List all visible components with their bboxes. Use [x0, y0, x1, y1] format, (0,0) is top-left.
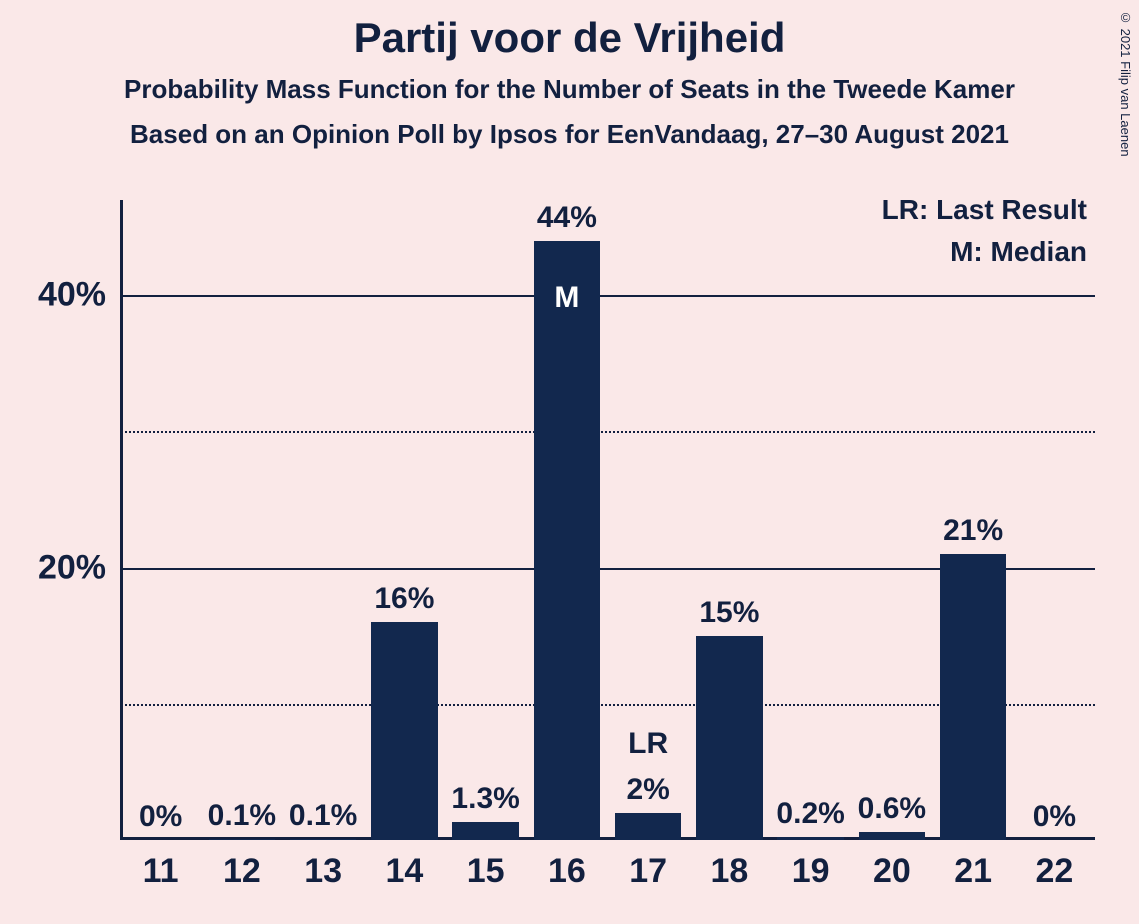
last-result-marker: LR	[628, 727, 668, 761]
bar-value-label: 0%	[139, 800, 182, 834]
gridline	[120, 295, 1095, 297]
x-tick-label: 11	[143, 852, 179, 891]
x-tick-label: 14	[385, 852, 423, 891]
bar-value-label: 44%	[537, 201, 597, 235]
bar	[452, 822, 519, 840]
x-tick-label: 20	[873, 852, 911, 891]
chart-subtitle-2: Based on an Opinion Poll by Ipsos for Ee…	[0, 119, 1139, 150]
bar-value-label: 0%	[1033, 800, 1076, 834]
x-tick-label: 18	[710, 852, 748, 891]
legend: LR: Last Result M: Median	[882, 194, 1087, 278]
bar	[940, 554, 1007, 840]
x-tick-label: 15	[467, 852, 505, 891]
x-tick-label: 16	[548, 852, 586, 891]
x-tick-label: 13	[304, 852, 342, 891]
bar-value-label: 2%	[626, 773, 669, 807]
bar	[209, 839, 276, 840]
bar-value-label: 16%	[374, 582, 434, 616]
bar	[859, 832, 926, 840]
chart-title: Partij voor de Vrijheid	[0, 14, 1139, 62]
bar-value-label: 0.2%	[776, 797, 844, 831]
x-tick-label: 22	[1035, 852, 1073, 891]
median-marker: M	[554, 281, 579, 315]
gridline	[120, 431, 1095, 433]
bar	[615, 813, 682, 840]
bar	[696, 636, 763, 840]
chart-subtitle-1: Probability Mass Function for the Number…	[0, 74, 1139, 105]
titles-block: Partij voor de Vrijheid Probability Mass…	[0, 14, 1139, 150]
legend-m: M: Median	[882, 236, 1087, 268]
legend-lr: LR: Last Result	[882, 194, 1087, 226]
bar-value-label: 0.1%	[208, 799, 276, 833]
bar	[290, 839, 357, 840]
chart-canvas: © 2021 Filip van Laenen Partij voor de V…	[0, 0, 1139, 924]
bar	[534, 241, 601, 840]
bar	[777, 837, 844, 840]
plot-area: LR: Last Result M: Median 20%40%0%110.1%…	[120, 200, 1095, 840]
bar-value-label: 0.6%	[858, 792, 926, 826]
y-tick-label: 20%	[38, 548, 106, 587]
bar-value-label: 1.3%	[451, 782, 519, 816]
bar-value-label: 15%	[699, 596, 759, 630]
bar-value-label: 21%	[943, 514, 1003, 548]
bar-value-label: 0.1%	[289, 799, 357, 833]
x-tick-label: 21	[954, 852, 992, 891]
y-tick-label: 40%	[38, 276, 106, 315]
x-tick-label: 17	[629, 852, 667, 891]
x-tick-label: 12	[223, 852, 261, 891]
bar	[371, 622, 438, 840]
x-tick-label: 19	[792, 852, 830, 891]
